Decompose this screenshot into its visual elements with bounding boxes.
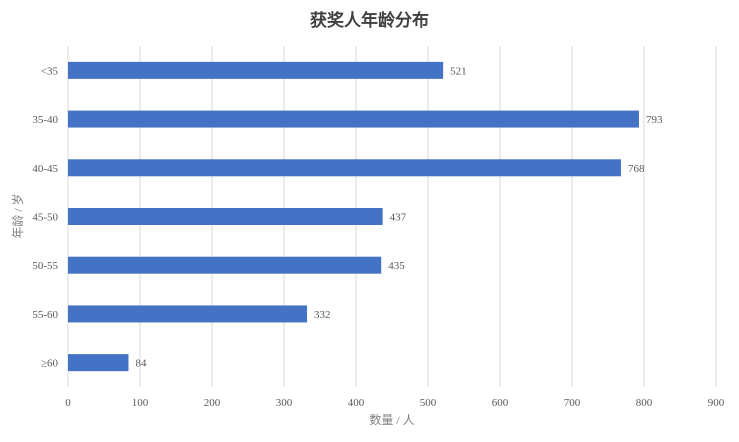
bar [68, 354, 129, 372]
bar [68, 61, 444, 79]
y-tick-label: 35-40 [32, 114, 58, 126]
x-tick-label: 500 [420, 397, 437, 409]
bar [68, 305, 308, 323]
bar [68, 110, 639, 128]
y-axis-title: 年龄 / 岁 [10, 193, 25, 238]
y-tick-label: 50-55 [32, 260, 58, 272]
chart-title: 获奖人年龄分布 [310, 11, 429, 31]
y-tick-label: 45-50 [32, 212, 58, 224]
data-label: 521 [450, 65, 467, 77]
bar [68, 256, 382, 274]
data-label: 435 [388, 260, 405, 272]
x-tick-label: 900 [708, 397, 725, 409]
x-tick-label: 300 [276, 397, 293, 409]
bar [68, 159, 621, 177]
x-tick-label: 600 [492, 397, 509, 409]
bar [68, 208, 383, 225]
data-label: 437 [390, 212, 407, 224]
data-label: 768 [628, 163, 645, 175]
x-tick-label: 0 [65, 397, 71, 409]
x-tick-label: 200 [204, 397, 221, 409]
x-tick-label: 800 [636, 397, 653, 409]
data-label: 332 [314, 309, 331, 321]
y-tick-label: <35 [41, 65, 59, 77]
y-tick-label: 40-45 [32, 163, 58, 175]
label-layer: 0 100 200 300 400 500 600 700 800 900 <35 521 35-40 7… [32, 65, 724, 409]
x-axis-title: 数量 / 人 [369, 412, 414, 427]
x-tick-label: 400 [348, 397, 365, 409]
y-tick-label: 55-60 [32, 309, 58, 321]
bar-layer [68, 61, 639, 372]
y-tick-label: ≥60 [41, 358, 59, 370]
data-label: 84 [135, 358, 147, 370]
data-label: 793 [646, 114, 663, 126]
x-tick-label: 700 [564, 397, 581, 409]
x-tick-label: 100 [132, 397, 149, 409]
